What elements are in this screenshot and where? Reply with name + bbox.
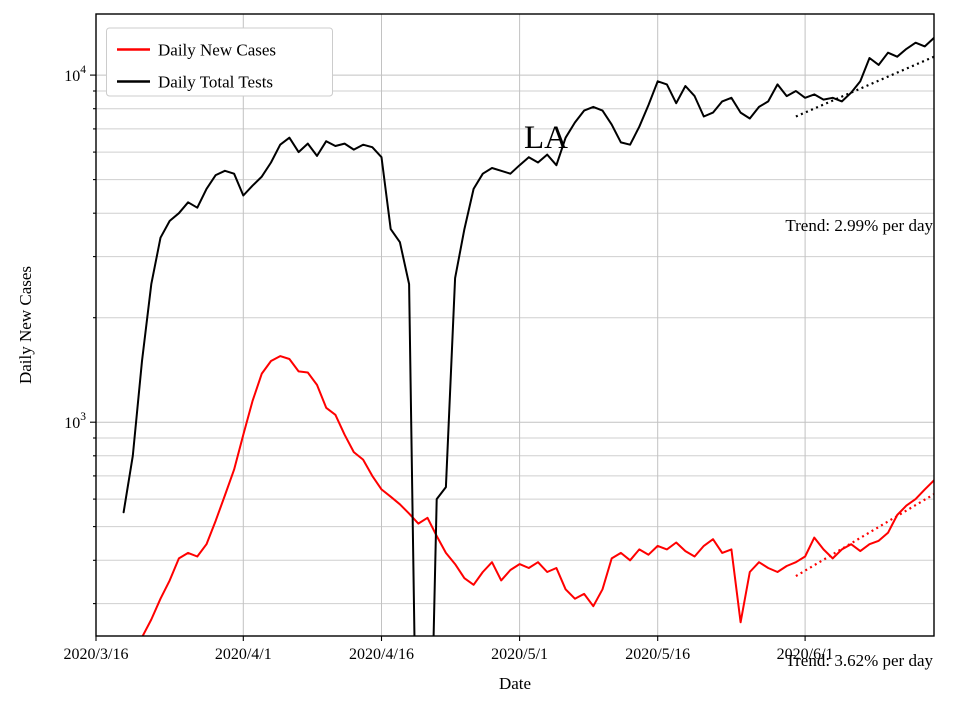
state-annotation: LA [524, 120, 568, 156]
x-tick-labels: 2020/3/16 2020/4/1 2020/4/16 2020/5/1 2020/5… [64, 646, 834, 663]
series-daily-total-tests [122, 36, 934, 636]
y-tick-label: 104 [64, 64, 86, 85]
y-tick-label: 103 [64, 411, 86, 432]
series-daily-new-cases [141, 355, 934, 636]
x-tick-label: 2020/4/16 [349, 646, 414, 663]
cases-trend-line [795, 493, 935, 578]
x-tick-label: 2020/6/1 [777, 646, 834, 663]
legend: Daily New Cases Daily Total Tests [106, 27, 333, 97]
tests-trend-line [795, 55, 935, 118]
x-tick-label: 2020/5/16 [625, 646, 690, 663]
x-axis-label: Date [499, 674, 531, 693]
gridlines [95, 14, 934, 636]
y-tick-labels: 103 104 [64, 64, 86, 432]
x-tick-label: 2020/4/1 [215, 646, 272, 663]
legend-label-tests: Daily Total Tests [158, 73, 273, 92]
cases-trend-label: Trend: 3.62% per day [785, 651, 933, 670]
series-lines [122, 36, 934, 636]
x-tick-label: 2020/5/1 [491, 646, 548, 663]
tests-trend-label: Trend: 2.99% per day [785, 216, 933, 235]
legend-box [106, 27, 333, 97]
plot-border [95, 13, 935, 637]
trend-lines [795, 55, 935, 578]
y-axis-label: Daily New Cases [16, 266, 35, 384]
legend-label-cases: Daily New Cases [158, 41, 276, 60]
x-tick-label: 2020/3/16 [64, 646, 129, 663]
